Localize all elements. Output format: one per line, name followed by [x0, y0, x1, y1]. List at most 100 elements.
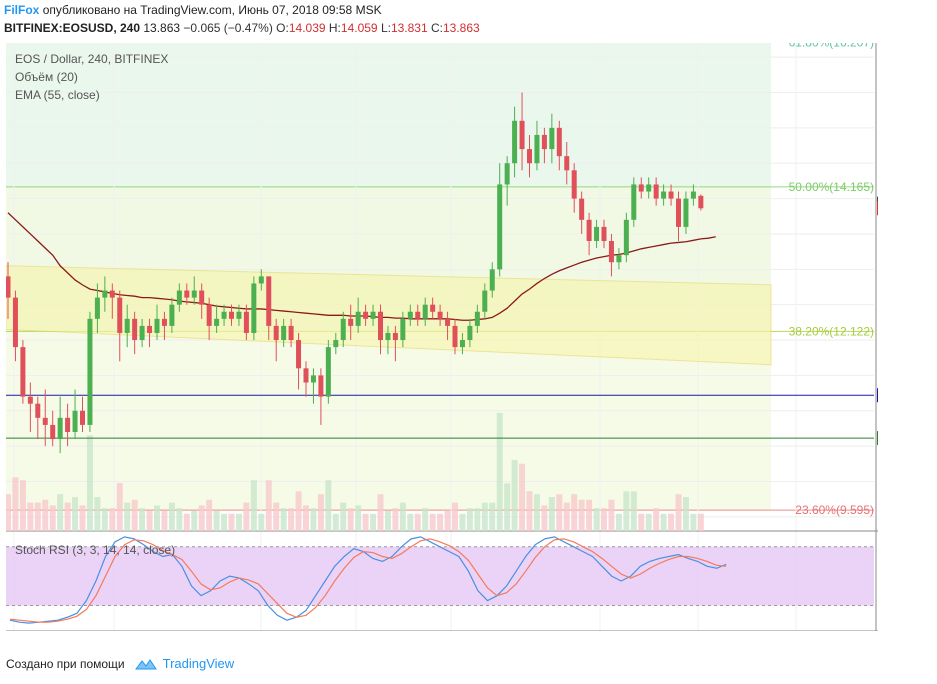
candle-body — [459, 340, 465, 348]
volume-bar — [332, 513, 339, 531]
volume-bar — [221, 513, 228, 531]
candle — [206, 297, 212, 341]
volume-bar — [265, 480, 272, 531]
candle — [266, 276, 272, 341]
volume-bar — [228, 513, 235, 531]
volume-bar — [690, 513, 697, 531]
channel-band — [6, 265, 772, 366]
symbol-line: BITFINEX:EOSUSD, 240 13.863 −0.065 (−0.4… — [4, 21, 480, 35]
candle — [161, 311, 167, 341]
price-badge — [877, 431, 878, 446]
volume-bar — [571, 494, 578, 531]
candle — [80, 396, 85, 432]
candle — [325, 340, 331, 404]
candle-body — [325, 347, 331, 397]
legend-ema: EMA (55, close) — [15, 88, 100, 102]
candle-body — [333, 340, 339, 348]
candle-body — [608, 241, 614, 263]
volume-bar — [533, 494, 540, 531]
volume-bar — [317, 494, 324, 531]
volume-bar — [273, 502, 280, 531]
volume-bar — [370, 513, 377, 531]
fib-zone — [6, 331, 771, 511]
candle — [668, 184, 674, 206]
candle — [318, 368, 324, 425]
candle-body — [482, 290, 488, 312]
candle — [94, 283, 100, 333]
open-value: 14.039 — [288, 21, 326, 35]
volume-bar — [452, 502, 458, 531]
candle — [474, 304, 480, 333]
volume-bar — [176, 508, 183, 531]
high-value: 14.059 — [340, 21, 378, 35]
volume-bar — [340, 502, 347, 531]
candle-body — [631, 184, 637, 220]
candle — [459, 332, 465, 355]
candle-body — [139, 325, 145, 341]
candle-body — [94, 297, 100, 319]
volume-bar — [258, 513, 265, 531]
candle — [281, 318, 287, 348]
volume-bar — [27, 502, 34, 531]
price-badge — [877, 201, 878, 216]
author-name[interactable]: FilFox — [4, 3, 40, 17]
stoch-line-k — [9, 536, 727, 624]
candle — [109, 283, 115, 319]
volume-bar — [355, 505, 362, 531]
candle — [102, 276, 108, 312]
candle — [221, 304, 227, 326]
candle-body — [467, 325, 473, 341]
candle-body — [534, 134, 540, 164]
volume-bar — [213, 511, 220, 531]
fib-zones — [6, 43, 874, 511]
stoch-rsi-pane: 80.000040.00000.0000 — [6, 536, 874, 624]
candle-body — [378, 311, 383, 341]
candle — [6, 262, 11, 319]
price-badge — [877, 388, 878, 403]
candle-body — [65, 417, 71, 432]
candle — [519, 92, 525, 171]
candle-body — [564, 156, 570, 171]
candle-body — [668, 191, 674, 199]
price-chart[interactable]: 61.80%(16.207) 50.00%(14.165) 38.20%(12.12… — [6, 43, 878, 631]
candle — [72, 389, 78, 440]
volume-bar — [474, 508, 481, 531]
volume-bar — [601, 508, 607, 531]
candle — [400, 311, 406, 348]
low-label: L: — [380, 21, 391, 35]
candle-body — [87, 318, 93, 425]
candle — [690, 184, 696, 206]
candle — [415, 304, 421, 326]
candle-body — [206, 304, 212, 326]
candle-body — [616, 255, 622, 263]
volume-bar — [154, 505, 160, 531]
candle — [676, 191, 681, 242]
tradingview-link[interactable]: TradingView — [162, 656, 235, 671]
candle — [527, 134, 532, 178]
candle — [12, 290, 18, 362]
fib-label: 50.00%(14.165) — [789, 180, 874, 194]
volume-bar — [444, 511, 451, 531]
candle — [191, 276, 197, 305]
candles — [6, 92, 704, 454]
volume-bar — [288, 508, 295, 531]
candle-body — [415, 311, 421, 319]
volume-bar — [161, 511, 168, 531]
candle — [467, 318, 473, 348]
candle-body — [556, 127, 562, 157]
candle-body — [586, 219, 592, 242]
candle — [646, 177, 652, 199]
candle — [169, 297, 175, 333]
candle — [229, 304, 234, 326]
publish-line: FilFox опубликовано на TradingView.com, … — [4, 3, 382, 17]
candle — [489, 262, 495, 298]
candle — [623, 212, 629, 263]
candle-body — [661, 191, 667, 199]
candle — [363, 304, 369, 326]
candle-body — [437, 311, 443, 319]
price-axis[interactable]: 16.00015.50015.00014.50014.00013.50013.0… — [877, 52, 878, 524]
volume-bar — [429, 513, 436, 531]
volume-bar — [49, 505, 56, 531]
candle-body — [6, 276, 11, 298]
volume-bar — [399, 502, 406, 531]
